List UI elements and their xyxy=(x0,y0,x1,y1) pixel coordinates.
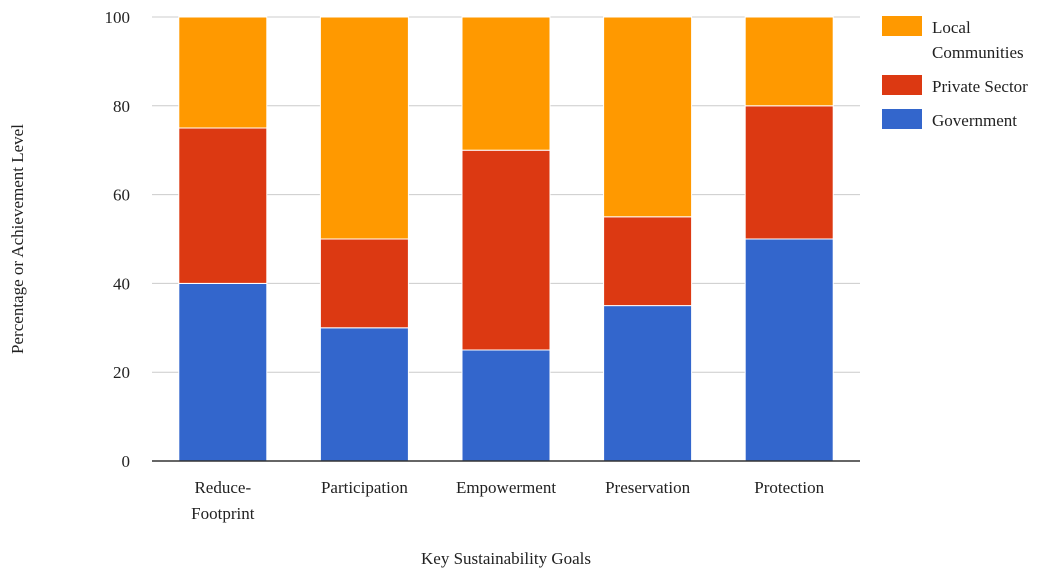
bars xyxy=(178,16,834,462)
bar-segment xyxy=(603,216,693,307)
bar-segment xyxy=(461,16,551,151)
x-tick-label: Empowerment xyxy=(456,478,556,497)
bar-segment xyxy=(744,238,834,462)
bar-segment xyxy=(461,149,551,351)
x-tick-label: Preservation xyxy=(605,478,690,497)
y-tick-label: 40 xyxy=(113,274,130,293)
x-axis-title: Key Sustainability Goals xyxy=(421,549,591,568)
bar-segment xyxy=(319,327,409,462)
axes: 0 20 40 60 80 100 Reduce-Footprint Participatio… xyxy=(105,8,860,523)
legend-swatch xyxy=(882,16,922,36)
bar-segment xyxy=(461,349,551,462)
legend-label: Local Communities xyxy=(932,18,1024,62)
legend-label: Government xyxy=(932,111,1017,130)
y-tick-label: 100 xyxy=(105,8,131,27)
bar-segment xyxy=(178,127,268,284)
legend-swatch xyxy=(882,109,922,129)
bar-segment xyxy=(319,16,409,240)
bar-segment xyxy=(319,238,409,329)
x-tick-label: Participation xyxy=(321,478,408,497)
x-tick-label: Reduce-Footprint xyxy=(191,478,255,523)
y-axis-title: Percentage or Achievement Level xyxy=(8,124,27,354)
bar-segment xyxy=(178,16,268,129)
y-tick-label: 60 xyxy=(113,186,130,205)
legend-swatch xyxy=(882,75,922,95)
legend: Local Communities Private Sector Government xyxy=(882,16,1028,130)
bar-segment xyxy=(603,305,693,462)
bar-segment xyxy=(178,282,268,462)
x-tick-label: Protection xyxy=(754,478,824,497)
bar-segment xyxy=(603,16,693,218)
y-tick-label: 20 xyxy=(113,363,130,382)
bar-segment xyxy=(744,105,834,240)
y-tick-label: 80 xyxy=(113,97,130,116)
y-tick-label: 0 xyxy=(122,452,131,471)
bar-segment xyxy=(744,16,834,107)
legend-label: Private Sector xyxy=(932,77,1028,96)
